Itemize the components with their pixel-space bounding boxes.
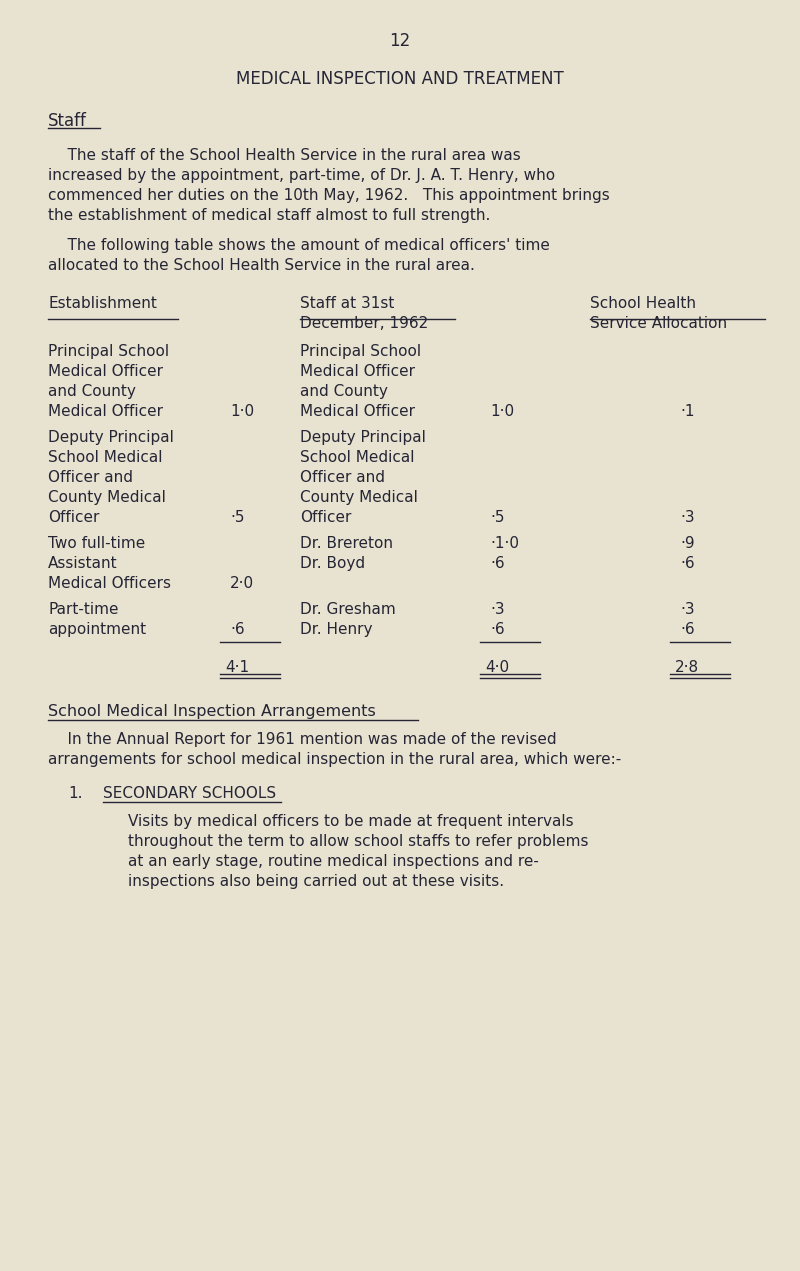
Text: Dr. Henry: Dr. Henry (300, 622, 373, 637)
Text: Principal School: Principal School (300, 344, 421, 358)
Text: Staff at 31st: Staff at 31st (300, 296, 394, 311)
Text: Medical Officer: Medical Officer (300, 404, 415, 419)
Text: SECONDARY SCHOOLS: SECONDARY SCHOOLS (103, 785, 276, 801)
Text: Assistant: Assistant (48, 555, 118, 571)
Text: School Medical: School Medical (48, 450, 162, 465)
Text: Establishment: Establishment (48, 296, 157, 311)
Text: ·1: ·1 (680, 404, 694, 419)
Text: The following table shows the amount of medical officers' time: The following table shows the amount of … (48, 238, 550, 253)
Text: appointment: appointment (48, 622, 146, 637)
Text: Part-time: Part-time (48, 602, 118, 616)
Text: Medical Officers: Medical Officers (48, 576, 171, 591)
Text: throughout the term to allow school staffs to refer problems: throughout the term to allow school staf… (128, 834, 589, 849)
Text: at an early stage, routine medical inspections and re-: at an early stage, routine medical inspe… (128, 854, 539, 869)
Text: Medical Officer: Medical Officer (48, 404, 163, 419)
Text: ·6: ·6 (490, 555, 505, 571)
Text: School Health: School Health (590, 296, 696, 311)
Text: allocated to the School Health Service in the rural area.: allocated to the School Health Service i… (48, 258, 475, 273)
Text: Staff: Staff (48, 112, 87, 130)
Text: Visits by medical officers to be made at frequent intervals: Visits by medical officers to be made at… (128, 813, 574, 829)
Text: ·1·0: ·1·0 (490, 536, 519, 552)
Text: Officer: Officer (48, 510, 99, 525)
Text: Dr. Gresham: Dr. Gresham (300, 602, 396, 616)
Text: Two full-time: Two full-time (48, 536, 146, 552)
Text: School Medical Inspection Arrangements: School Medical Inspection Arrangements (48, 704, 376, 719)
Text: 4·0: 4·0 (485, 660, 509, 675)
Text: ·3: ·3 (490, 602, 505, 616)
Text: Medical Officer: Medical Officer (300, 364, 415, 379)
Text: Deputy Principal: Deputy Principal (300, 430, 426, 445)
Text: School Medical: School Medical (300, 450, 414, 465)
Text: commenced her duties on the 10th May, 1962.   This appointment brings: commenced her duties on the 10th May, 19… (48, 188, 610, 203)
Text: County Medical: County Medical (300, 491, 418, 505)
Text: 1·0: 1·0 (230, 404, 254, 419)
Text: December, 1962: December, 1962 (300, 316, 428, 330)
Text: 2·0: 2·0 (230, 576, 254, 591)
Text: ·3: ·3 (680, 602, 694, 616)
Text: arrangements for school medical inspection in the rural area, which were:-: arrangements for school medical inspecti… (48, 752, 622, 766)
Text: the establishment of medical staff almost to full strength.: the establishment of medical staff almos… (48, 208, 490, 222)
Text: ·6: ·6 (680, 555, 694, 571)
Text: Dr. Brereton: Dr. Brereton (300, 536, 393, 552)
Text: In the Annual Report for 1961 mention was made of the revised: In the Annual Report for 1961 mention wa… (48, 732, 557, 747)
Text: inspections also being carried out at these visits.: inspections also being carried out at th… (128, 874, 504, 888)
Text: 1·0: 1·0 (490, 404, 514, 419)
Text: 4·1: 4·1 (225, 660, 249, 675)
Text: ·5: ·5 (230, 510, 245, 525)
Text: Officer: Officer (300, 510, 351, 525)
Text: 1.: 1. (68, 785, 82, 801)
Text: ·6: ·6 (230, 622, 245, 637)
Text: Officer and: Officer and (300, 470, 385, 486)
Text: Principal School: Principal School (48, 344, 169, 358)
Text: ·3: ·3 (680, 510, 694, 525)
Text: County Medical: County Medical (48, 491, 166, 505)
Text: ·6: ·6 (490, 622, 505, 637)
Text: ·6: ·6 (680, 622, 694, 637)
Text: The staff of the School Health Service in the rural area was: The staff of the School Health Service i… (48, 147, 521, 163)
Text: ·5: ·5 (490, 510, 505, 525)
Text: Medical Officer: Medical Officer (48, 364, 163, 379)
Text: and County: and County (300, 384, 388, 399)
Text: Officer and: Officer and (48, 470, 133, 486)
Text: 12: 12 (390, 32, 410, 50)
Text: 2·8: 2·8 (675, 660, 699, 675)
Text: Dr. Boyd: Dr. Boyd (300, 555, 365, 571)
Text: Deputy Principal: Deputy Principal (48, 430, 174, 445)
Text: MEDICAL INSPECTION AND TREATMENT: MEDICAL INSPECTION AND TREATMENT (236, 70, 564, 88)
Text: ·9: ·9 (680, 536, 694, 552)
Text: Service Allocation: Service Allocation (590, 316, 727, 330)
Text: increased by the appointment, part-time, of Dr. J. A. T. Henry, who: increased by the appointment, part-time,… (48, 168, 555, 183)
Text: and County: and County (48, 384, 136, 399)
